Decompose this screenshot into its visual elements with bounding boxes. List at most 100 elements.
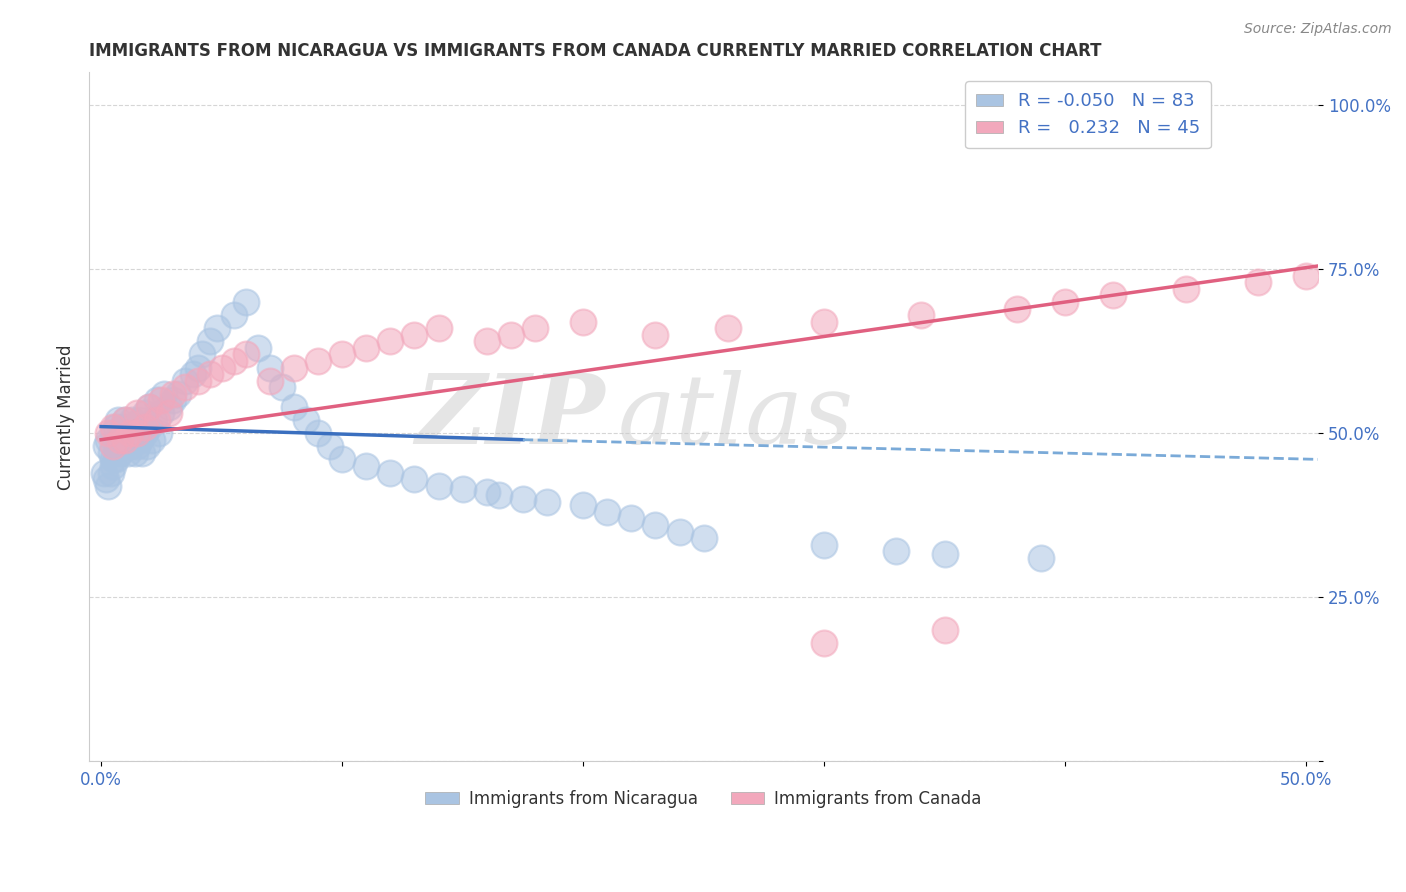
Point xyxy=(572,498,595,512)
Point xyxy=(174,374,197,388)
Point xyxy=(134,407,156,421)
Point xyxy=(536,495,558,509)
Point xyxy=(596,505,619,519)
Point xyxy=(134,419,156,434)
Point xyxy=(198,367,221,381)
Point xyxy=(134,426,156,441)
Point xyxy=(1247,275,1270,289)
Point xyxy=(97,433,120,447)
Point xyxy=(181,367,204,381)
Point xyxy=(111,439,134,453)
Point xyxy=(148,426,170,441)
Point xyxy=(205,321,228,335)
Point xyxy=(145,393,167,408)
Point xyxy=(114,413,136,427)
Point xyxy=(259,360,281,375)
Point xyxy=(128,413,150,427)
Point xyxy=(167,386,190,401)
Point xyxy=(644,327,666,342)
Point xyxy=(1295,268,1317,283)
Point xyxy=(295,413,318,427)
Point xyxy=(198,334,221,349)
Point xyxy=(162,386,184,401)
Legend: Immigrants from Nicaragua, Immigrants from Canada: Immigrants from Nicaragua, Immigrants fr… xyxy=(419,783,988,814)
Point xyxy=(692,531,714,545)
Point xyxy=(717,321,740,335)
Y-axis label: Currently Married: Currently Married xyxy=(58,344,75,490)
Point xyxy=(131,446,153,460)
Point xyxy=(380,466,402,480)
Point xyxy=(235,347,257,361)
Point xyxy=(488,488,510,502)
Point xyxy=(512,491,534,506)
Point xyxy=(110,433,132,447)
Point xyxy=(235,295,257,310)
Point xyxy=(211,360,233,375)
Point xyxy=(100,446,122,460)
Point xyxy=(135,439,157,453)
Point xyxy=(100,466,122,480)
Point xyxy=(118,426,141,441)
Point xyxy=(138,419,160,434)
Point xyxy=(104,439,127,453)
Point xyxy=(174,380,197,394)
Point xyxy=(141,433,163,447)
Point xyxy=(354,458,377,473)
Point xyxy=(101,419,124,434)
Point xyxy=(150,393,173,408)
Point xyxy=(620,511,643,525)
Text: Source: ZipAtlas.com: Source: ZipAtlas.com xyxy=(1244,22,1392,37)
Point xyxy=(283,360,305,375)
Point xyxy=(813,538,835,552)
Point xyxy=(111,419,134,434)
Point xyxy=(150,407,173,421)
Point xyxy=(270,380,292,394)
Point xyxy=(307,426,329,441)
Point xyxy=(404,327,426,342)
Point xyxy=(118,439,141,453)
Point xyxy=(186,374,208,388)
Point xyxy=(380,334,402,349)
Point xyxy=(114,433,136,447)
Point xyxy=(101,452,124,467)
Point xyxy=(138,400,160,414)
Point xyxy=(523,321,546,335)
Text: ZIP: ZIP xyxy=(416,370,606,464)
Point xyxy=(222,308,245,322)
Point xyxy=(1174,282,1197,296)
Point xyxy=(101,426,124,441)
Point xyxy=(475,485,498,500)
Point xyxy=(191,347,214,361)
Point xyxy=(813,315,835,329)
Point xyxy=(101,439,124,453)
Point xyxy=(157,407,180,421)
Point xyxy=(319,439,342,453)
Point xyxy=(1054,295,1077,310)
Point xyxy=(222,354,245,368)
Point xyxy=(127,439,149,453)
Point xyxy=(94,439,117,453)
Point xyxy=(354,341,377,355)
Point xyxy=(668,524,690,539)
Point xyxy=(121,433,143,447)
Point xyxy=(886,544,908,558)
Point xyxy=(475,334,498,349)
Point xyxy=(813,636,835,650)
Point xyxy=(104,419,127,434)
Point xyxy=(404,472,426,486)
Point xyxy=(101,458,124,473)
Point xyxy=(127,426,149,441)
Point xyxy=(97,478,120,492)
Point xyxy=(307,354,329,368)
Point xyxy=(162,393,184,408)
Point xyxy=(572,315,595,329)
Text: IMMIGRANTS FROM NICARAGUA VS IMMIGRANTS FROM CANADA CURRENTLY MARRIED CORRELATIO: IMMIGRANTS FROM NICARAGUA VS IMMIGRANTS … xyxy=(89,42,1101,60)
Point xyxy=(117,446,139,460)
Point xyxy=(910,308,932,322)
Point xyxy=(186,360,208,375)
Point xyxy=(94,472,117,486)
Point xyxy=(427,478,450,492)
Point xyxy=(127,419,149,434)
Point xyxy=(157,400,180,414)
Point xyxy=(246,341,269,355)
